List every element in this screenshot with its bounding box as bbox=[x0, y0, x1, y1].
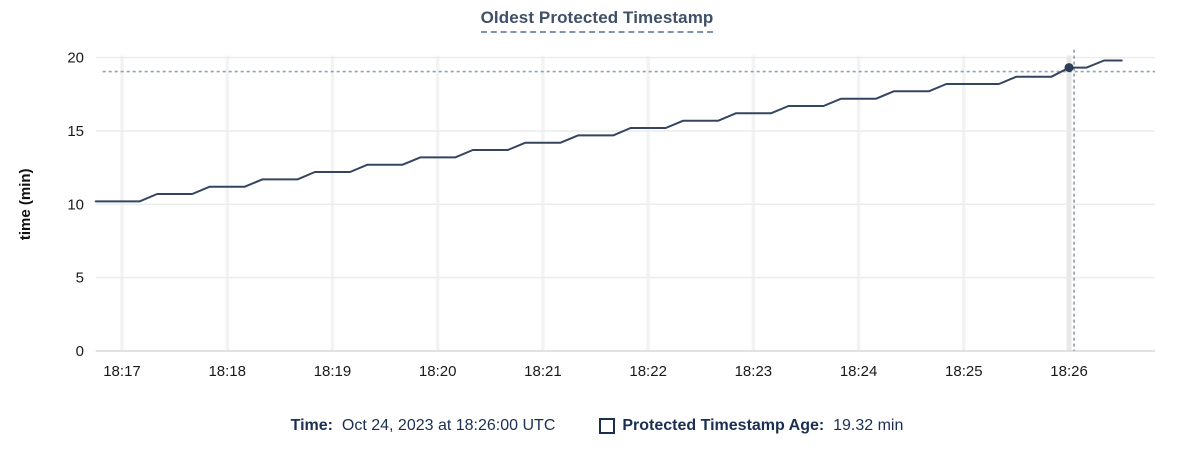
line-chart[interactable]: 18:17 18:18 18:19 18:20 18:21 18:22 18:23 18:24… bbox=[0, 0, 1194, 400]
chart-title-row: Oldest Protected Timestamp bbox=[0, 8, 1194, 33]
svg-text:18:26: 18:26 bbox=[1050, 363, 1088, 380]
legend-series-value: 19.32 min bbox=[833, 417, 904, 434]
svg-text:5: 5 bbox=[76, 270, 84, 287]
svg-text:18:20: 18:20 bbox=[419, 363, 457, 380]
spacer bbox=[333, 417, 342, 435]
chart-footer: Time: Oct 24, 2023 at 18:26:00 UTC Prote… bbox=[0, 417, 1194, 435]
spacer bbox=[824, 417, 833, 435]
svg-text:time (min): time (min) bbox=[17, 168, 34, 240]
chart-title[interactable]: Oldest Protected Timestamp bbox=[480, 8, 714, 33]
svg-text:0: 0 bbox=[76, 343, 84, 360]
footer-time-label: Time: bbox=[290, 417, 334, 434]
legend-swatch-square-icon bbox=[599, 418, 616, 434]
svg-text:20: 20 bbox=[67, 50, 84, 67]
svg-text:18:17: 18:17 bbox=[103, 363, 141, 380]
svg-text:18:21: 18:21 bbox=[524, 363, 562, 380]
svg-text:18:18: 18:18 bbox=[208, 363, 246, 380]
footer-time-value: Oct 24, 2023 at 18:26:00 UTC bbox=[341, 417, 556, 434]
svg-text:18:23: 18:23 bbox=[735, 363, 773, 380]
svg-text:18:25: 18:25 bbox=[945, 363, 983, 380]
legend-series-label: Protected Timestamp Age: bbox=[622, 417, 825, 434]
svg-text:10: 10 bbox=[67, 196, 84, 213]
legend-item-protected-timestamp-age[interactable]: Protected Timestamp Age: 19.32 min bbox=[599, 417, 903, 435]
svg-text:18:19: 18:19 bbox=[314, 363, 352, 380]
svg-text:15: 15 bbox=[67, 123, 84, 140]
svg-text:18:22: 18:22 bbox=[629, 363, 667, 380]
svg-text:18:24: 18:24 bbox=[840, 363, 878, 380]
footer-hover-time: Time: Oct 24, 2023 at 18:26:00 UTC bbox=[291, 417, 556, 435]
